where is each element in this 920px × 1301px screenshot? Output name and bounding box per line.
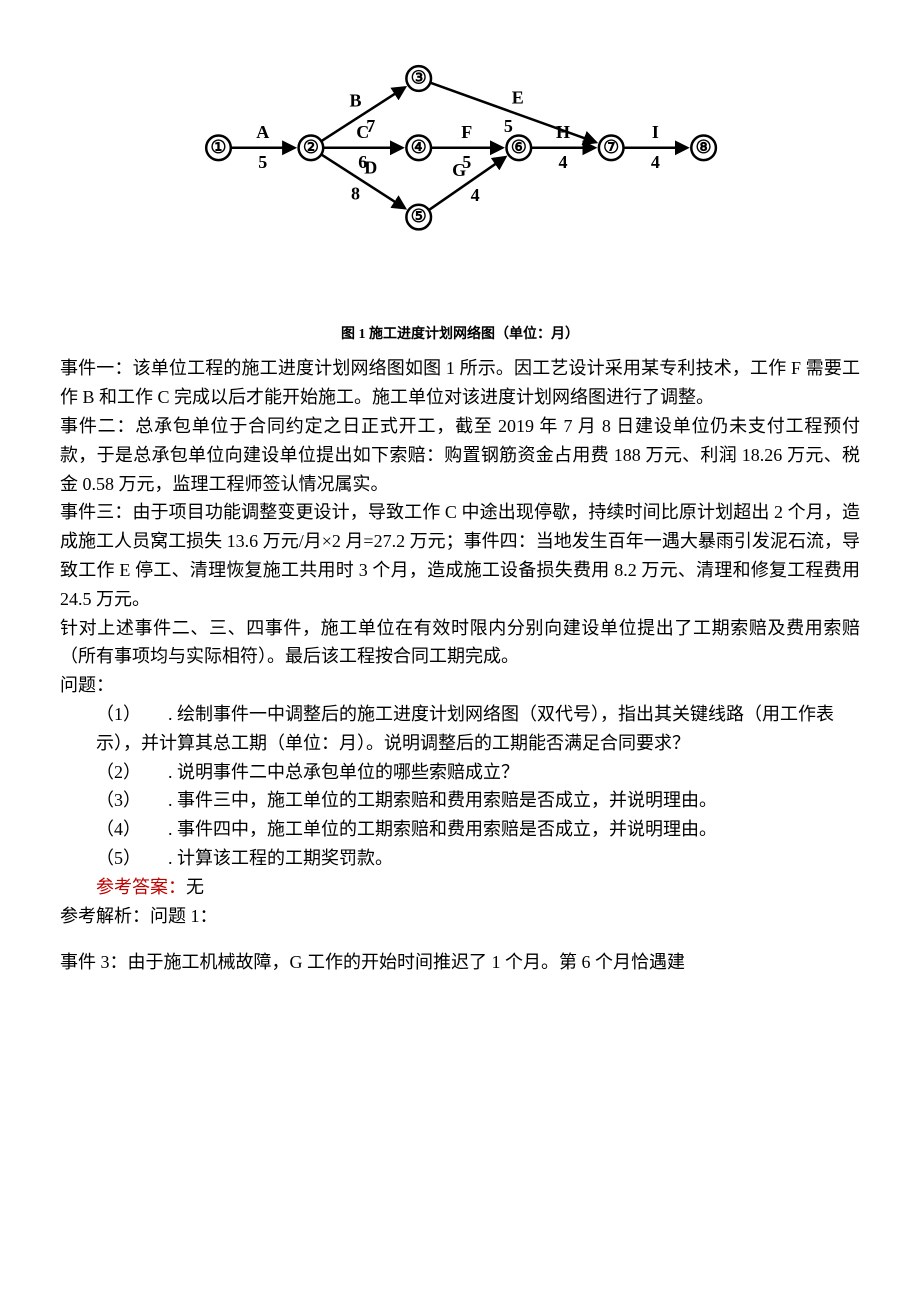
svg-text:G: G bbox=[452, 160, 466, 180]
svg-text:A: A bbox=[256, 122, 269, 142]
event-3-4-text: 事件三：由于项目功能调整变更设计，导致工作 C 中途出现停歇，持续时间比原计划超… bbox=[60, 498, 860, 613]
svg-text:I: I bbox=[652, 122, 659, 142]
svg-text:⑦: ⑦ bbox=[603, 137, 619, 157]
analysis-label: 参考解析：问题 1： bbox=[60, 902, 860, 931]
question-2: （2） . 说明事件二中总承包单位的哪些索赔成立？ bbox=[60, 758, 860, 787]
svg-text:H: H bbox=[556, 122, 570, 142]
network-diagram: A5B7C6D8E5F5G4H4I4①②③④⑤⑥⑦⑧ bbox=[180, 40, 740, 320]
answer-value: 无 bbox=[186, 877, 204, 897]
question-4: （4） . 事件四中，施工单位的工期索赔和费用索赔是否成立，并说明理由。 bbox=[60, 815, 860, 844]
svg-text:⑧: ⑧ bbox=[696, 137, 712, 157]
network-diagram-container: A5B7C6D8E5F5G4H4I4①②③④⑤⑥⑦⑧ bbox=[60, 40, 860, 320]
svg-text:①: ① bbox=[210, 137, 226, 157]
svg-text:⑥: ⑥ bbox=[511, 137, 527, 157]
event-1-text: 事件一：该单位工程的施工进度计划网络图如图 1 所示。因工艺设计采用某专利技术，… bbox=[60, 354, 860, 412]
question-5: （5） . 计算该工程的工期奖罚款。 bbox=[60, 844, 860, 873]
svg-text:D: D bbox=[364, 158, 377, 178]
svg-text:8: 8 bbox=[351, 183, 360, 203]
svg-text:②: ② bbox=[303, 137, 319, 157]
svg-text:C: C bbox=[356, 122, 369, 142]
svg-text:5: 5 bbox=[504, 116, 513, 136]
answer-label: 参考答案： bbox=[60, 877, 186, 897]
svg-text:4: 4 bbox=[559, 152, 568, 172]
svg-text:E: E bbox=[512, 87, 524, 107]
svg-text:4: 4 bbox=[471, 185, 480, 205]
svg-text:B: B bbox=[350, 91, 362, 111]
event-3b-text: 事件 3：由于施工机械故障，G 工作的开始时间推迟了 1 个月。第 6 个月恰遇… bbox=[60, 948, 860, 977]
summary-text: 针对上述事件二、三、四事件，施工单位在有效时限内分别向建设单位提出了工期索赔及费… bbox=[60, 614, 860, 672]
svg-text:4: 4 bbox=[651, 152, 660, 172]
svg-text:5: 5 bbox=[258, 152, 267, 172]
diagram-caption: 图 1 施工进度计划网络图（单位：月） bbox=[60, 324, 860, 346]
svg-text:④: ④ bbox=[411, 137, 427, 157]
reference-answer: 参考答案：无 bbox=[60, 873, 860, 902]
question-3: （3） . 事件三中，施工单位的工期索赔和费用索赔是否成立，并说明理由。 bbox=[60, 786, 860, 815]
svg-text:⑤: ⑤ bbox=[411, 206, 427, 226]
svg-text:F: F bbox=[461, 122, 472, 142]
svg-text:③: ③ bbox=[411, 68, 427, 88]
event-2-text: 事件二：总承包单位于合同约定之日正式开工，截至 2019 年 7 月 8 日建设… bbox=[60, 412, 860, 498]
question-1: （1） . 绘制事件一中调整后的施工进度计划网络图（双代号），指出其关键线路（用… bbox=[60, 700, 860, 758]
questions-label: 问题： bbox=[60, 671, 860, 700]
